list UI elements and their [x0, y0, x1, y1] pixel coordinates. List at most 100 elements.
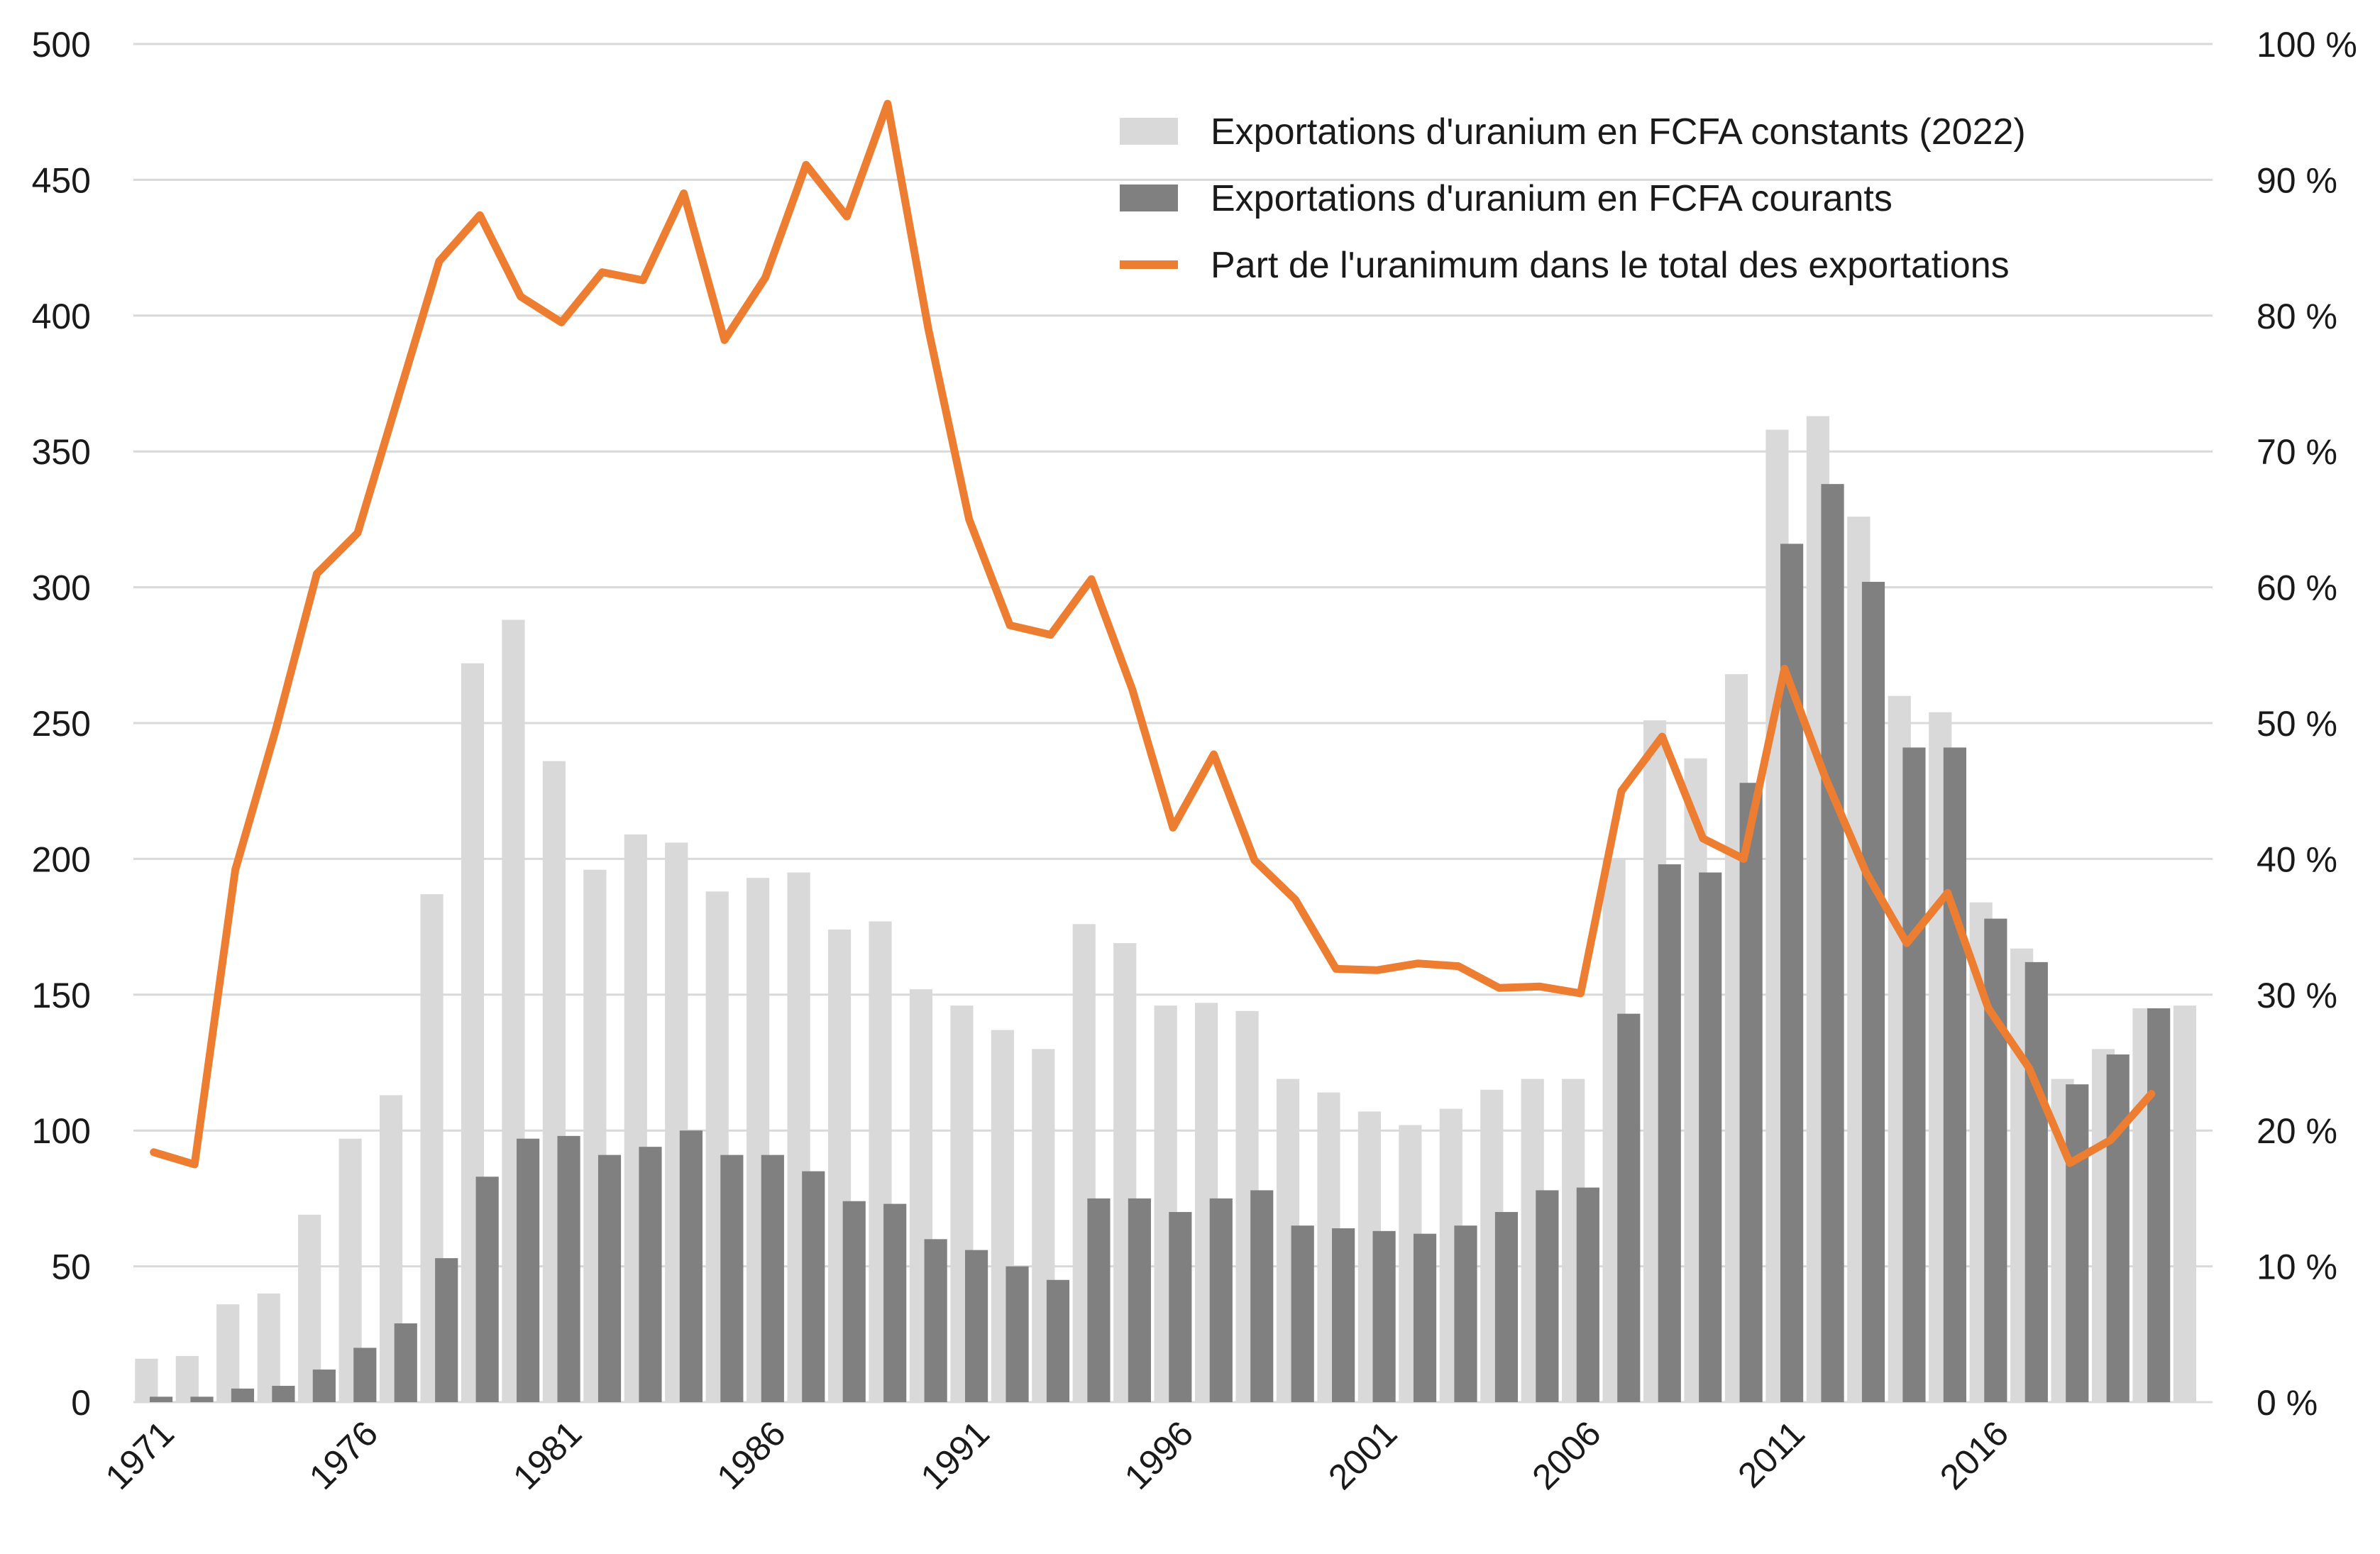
- right-tick-30: 30 %: [2257, 976, 2337, 1015]
- x-tick-1976: 1976: [302, 1414, 385, 1497]
- legend-label-constant: Exportations d'uranium en FCFA constants…: [1211, 111, 2026, 153]
- left-tick-300: 300: [32, 568, 91, 608]
- bar-current-1978: [435, 1258, 458, 1402]
- bar-current-1979: [475, 1176, 499, 1402]
- bar-current-1986: [761, 1155, 784, 1402]
- bar-current-2001: [1372, 1230, 1396, 1402]
- right-tick-10: 10 %: [2257, 1247, 2337, 1287]
- bar-current-2003: [1454, 1225, 1477, 1402]
- bar-current-1985: [720, 1155, 744, 1402]
- bar-constant-1973: [216, 1304, 240, 1402]
- legend-item-current: Exportations d'uranium en FCFA courants: [1120, 178, 1893, 219]
- legend-label-share: Part de l'uranimum dans le total des exp…: [1211, 245, 2010, 286]
- legend-swatch-constant: [1120, 118, 1178, 145]
- left-tick-450: 450: [32, 160, 91, 200]
- left-tick-0: 0: [71, 1383, 91, 1423]
- x-tick-2001: 2001: [1321, 1414, 1404, 1497]
- bar-current-1983: [639, 1147, 662, 1402]
- right-tick-90: 90 %: [2257, 160, 2337, 200]
- bars-current-fcfa: [149, 484, 2171, 1402]
- legend-label-current: Exportations d'uranium en FCFA courants: [1211, 178, 1893, 219]
- bar-current-2002: [1413, 1233, 1437, 1402]
- bar-current-2015: [1943, 747, 1966, 1402]
- left-tick-250: 250: [32, 704, 91, 744]
- left-tick-500: 500: [32, 25, 91, 65]
- legend: Exportations d'uranium en FCFA constants…: [1120, 111, 2026, 286]
- left-tick-150: 150: [32, 976, 91, 1015]
- bar-current-2004: [1494, 1212, 1519, 1402]
- right-axis-ticks: 0 % 10 % 20 % 30 % 40 % 50 % 60 % 70 % 80 % 90 % 1…: [2257, 25, 2357, 1423]
- left-tick-200: 200: [32, 839, 91, 879]
- bar-current-1993: [1046, 1279, 1070, 1402]
- bar-current-2009: [1699, 872, 1722, 1402]
- legend-item-constant: Exportations d'uranium en FCFA constants…: [1120, 111, 2026, 153]
- legend-item-share: Part de l'uranimum dans le total des exp…: [1120, 245, 2010, 286]
- bar-current-1990: [924, 1239, 947, 1402]
- x-tick-1971: 1971: [98, 1414, 182, 1497]
- bar-current-1971: [149, 1396, 173, 1402]
- bar-current-2006: [1576, 1187, 1599, 1402]
- bar-current-1997: [1209, 1198, 1233, 1402]
- bar-current-1995: [1128, 1198, 1151, 1402]
- bar-current-1972: [190, 1396, 214, 1402]
- bar-current-2019: [2106, 1054, 2130, 1402]
- bar-constant-1974: [257, 1293, 280, 1402]
- bar-current-2005: [1536, 1190, 1559, 1402]
- bar-current-2013: [1861, 581, 1885, 1402]
- left-tick-350: 350: [32, 432, 91, 472]
- x-tick-2016: 2016: [1932, 1414, 2016, 1497]
- bar-current-2017: [2024, 961, 2048, 1402]
- bar-current-1999: [1291, 1225, 1314, 1402]
- bar-current-1998: [1250, 1190, 1274, 1402]
- x-tick-1986: 1986: [709, 1414, 793, 1497]
- bar-current-1991: [965, 1250, 988, 1402]
- bar-current-1980: [517, 1138, 540, 1402]
- bar-current-2016: [1984, 918, 2007, 1402]
- bar-current-2000: [1332, 1228, 1355, 1402]
- right-tick-60: 60 %: [2257, 568, 2337, 608]
- legend-swatch-current: [1120, 184, 1178, 211]
- bar-current-1981: [557, 1135, 580, 1402]
- left-tick-50: 50: [51, 1247, 91, 1287]
- right-tick-20: 20 %: [2257, 1111, 2337, 1151]
- bar-current-1984: [679, 1130, 703, 1402]
- bar-current-1973: [231, 1388, 255, 1402]
- bar-current-1976: [353, 1348, 377, 1402]
- x-tick-2006: 2006: [1524, 1414, 1608, 1497]
- bar-current-1989: [883, 1203, 907, 1402]
- bar-current-2020: [2147, 1008, 2171, 1402]
- bar-current-2007: [1617, 1013, 1641, 1402]
- bar-constant-2021: [2173, 1005, 2197, 1402]
- right-tick-0: 0 %: [2257, 1383, 2318, 1423]
- right-tick-100: 100 %: [2257, 25, 2357, 65]
- share-line-path: [150, 99, 2156, 1169]
- x-tick-1981: 1981: [505, 1414, 589, 1497]
- bar-current-1974: [272, 1386, 295, 1402]
- bar-constant-1971: [135, 1358, 158, 1402]
- right-tick-70: 70 %: [2257, 432, 2337, 472]
- bar-current-2008: [1658, 864, 1681, 1402]
- bar-current-2012: [1821, 484, 1844, 1402]
- uranium-share-line: [150, 99, 2156, 1169]
- bar-current-1977: [394, 1323, 417, 1402]
- left-tick-400: 400: [32, 297, 91, 336]
- bar-current-2018: [2066, 1084, 2089, 1402]
- bar-current-1982: [597, 1155, 622, 1402]
- left-axis-ticks: 0 50 100 150 200 250 300 350 400 450 500: [32, 25, 91, 1423]
- bar-current-1996: [1169, 1212, 1192, 1402]
- bar-current-1975: [312, 1370, 336, 1402]
- x-tick-1996: 1996: [1117, 1414, 1201, 1497]
- bar-current-1987: [802, 1171, 825, 1402]
- bar-constant-1972: [175, 1355, 199, 1402]
- x-tick-2011: 2011: [1730, 1414, 1812, 1496]
- bar-current-1988: [842, 1201, 866, 1402]
- right-tick-50: 50 %: [2257, 704, 2337, 744]
- right-tick-40: 40 %: [2257, 839, 2337, 879]
- bar-current-1992: [1006, 1266, 1029, 1402]
- bar-current-1994: [1087, 1198, 1111, 1402]
- x-axis-ticks: 1971 1976 1981 1986 1991 1996 2001 2006 2011 2016: [98, 1414, 2017, 1497]
- right-tick-80: 80 %: [2257, 297, 2337, 336]
- bar-current-2014: [1902, 747, 1926, 1402]
- left-tick-100: 100: [32, 1111, 91, 1151]
